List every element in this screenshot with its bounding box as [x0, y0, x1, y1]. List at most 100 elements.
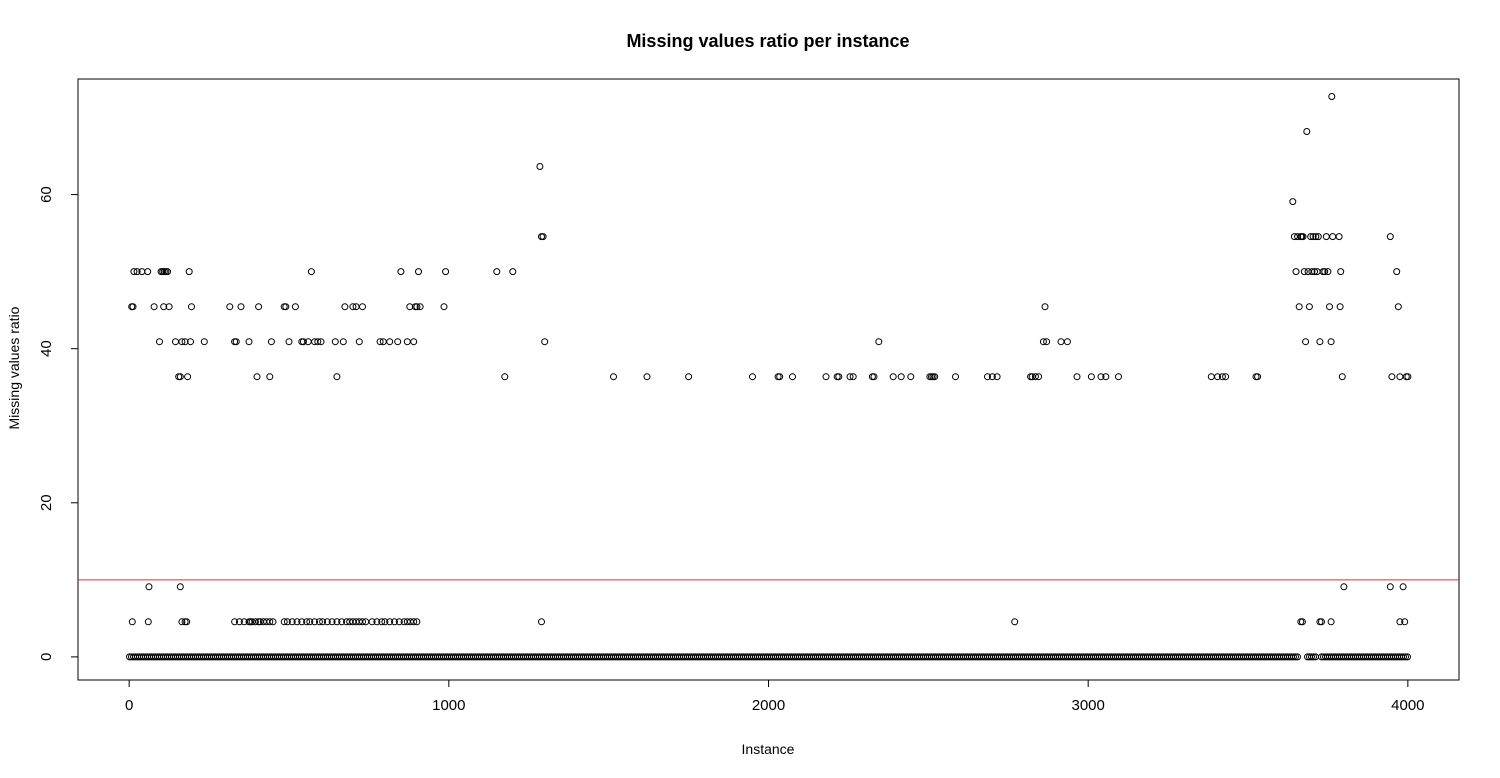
data-point: [1311, 268, 1318, 276]
data-point: [266, 373, 274, 381]
data-point: [501, 373, 509, 381]
data-point: [1302, 338, 1310, 346]
data-point: [299, 338, 307, 346]
data-point: [1295, 303, 1303, 311]
data-point: [410, 338, 418, 346]
x-tick-label: 1000: [432, 697, 465, 714]
data-point: [1222, 373, 1230, 381]
data-point-zero: [1310, 653, 1317, 661]
data-point: [128, 618, 136, 626]
data-point: [1328, 93, 1336, 100]
data-point: [413, 618, 421, 626]
data-point: [776, 373, 784, 381]
data-point: [129, 303, 137, 311]
data-point: [355, 338, 363, 346]
data-point: [1309, 233, 1317, 241]
y-tick-label: 60: [38, 186, 55, 203]
data-point: [849, 373, 857, 381]
data-point: [231, 618, 239, 626]
x-tick-label: 0: [125, 697, 133, 714]
x-tick-label: 3000: [1071, 697, 1104, 714]
data-point: [164, 268, 171, 276]
data-point: [789, 373, 796, 381]
data-point: [187, 338, 194, 346]
data-point: [1031, 373, 1039, 381]
data-point: [1073, 373, 1081, 381]
data-point: [1401, 618, 1409, 626]
data-point: [391, 618, 398, 626]
data-point: [822, 373, 830, 381]
data-point: [303, 618, 311, 626]
data-point: [183, 618, 191, 626]
data-point: [232, 338, 240, 346]
data-point: [386, 338, 394, 346]
data-point: [1329, 233, 1337, 241]
data-point: [1322, 233, 1330, 241]
x-tick-label: 2000: [752, 697, 785, 714]
data-point: [349, 303, 357, 311]
data-point-zero: [1292, 653, 1299, 661]
data-point-zero: [1294, 653, 1301, 661]
data-point: [288, 618, 296, 626]
data-point: [1303, 128, 1311, 135]
data-point: [952, 373, 959, 381]
data-point: [394, 338, 402, 346]
data-point: [373, 618, 381, 626]
data-point: [130, 268, 138, 276]
data-point: [1338, 373, 1346, 381]
data-point: [317, 338, 325, 346]
data-point: [1316, 338, 1324, 346]
data-point: [338, 618, 346, 626]
data-point: [144, 618, 152, 626]
data-point: [255, 303, 263, 311]
data-point: [333, 618, 341, 626]
data-point: [1039, 338, 1047, 346]
data-point: [538, 618, 545, 626]
data-point: [359, 618, 366, 626]
data-point: [311, 618, 319, 626]
data-points: [126, 93, 1412, 661]
data-point: [1326, 303, 1333, 311]
data-point: [172, 338, 179, 346]
data-point: [226, 303, 234, 311]
data-point: [416, 303, 424, 311]
data-point: [293, 618, 301, 626]
data-point: [376, 338, 384, 346]
data-point: [1097, 373, 1105, 381]
data-point: [440, 303, 448, 311]
data-point: [237, 303, 245, 311]
data-point: [1340, 583, 1348, 591]
data-point: [1337, 268, 1345, 276]
data-point: [314, 338, 322, 346]
data-point-zero: [1400, 653, 1407, 661]
data-point: [133, 268, 141, 276]
data-point: [536, 163, 544, 170]
data-point: [875, 338, 883, 346]
data-point: [1294, 233, 1302, 241]
data-point: [1386, 583, 1394, 591]
data-point: [156, 338, 163, 346]
data-point: [315, 618, 323, 626]
data-point: [1087, 373, 1095, 381]
data-point: [145, 583, 153, 591]
data-point: [897, 373, 905, 381]
data-point: [1324, 268, 1332, 276]
chart-title: Missing values ratio per instance: [626, 31, 909, 51]
data-point: [280, 618, 288, 626]
data-point: [984, 373, 991, 381]
data-point: [442, 268, 450, 276]
data-point: [1399, 583, 1407, 591]
data-point: [415, 268, 422, 276]
data-point: [509, 268, 517, 276]
data-point: [176, 373, 184, 381]
data-point: [907, 373, 915, 381]
data-point: [341, 303, 349, 311]
data-point: [1043, 338, 1051, 346]
data-point-zero: [1308, 653, 1315, 661]
data-point: [267, 338, 275, 346]
data-point: [931, 373, 939, 381]
data-point: [1102, 373, 1110, 381]
y-axis-label: Missing values ratio: [6, 306, 22, 429]
data-point: [306, 618, 314, 626]
